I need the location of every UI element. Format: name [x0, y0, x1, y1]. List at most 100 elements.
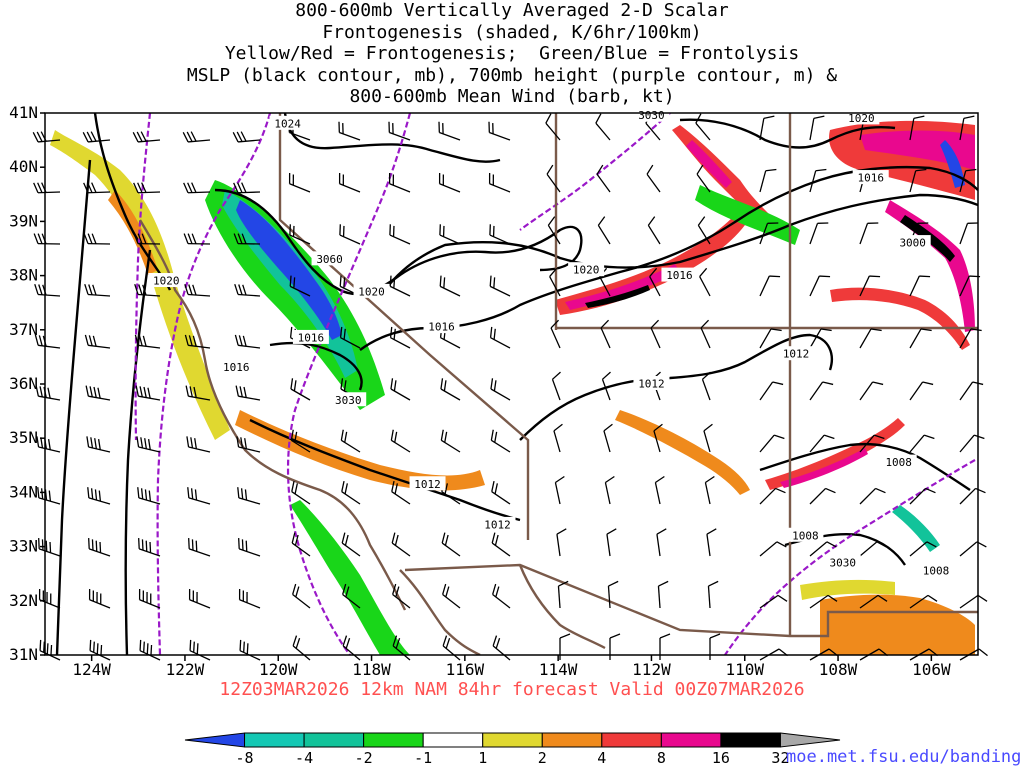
wind-barb [440, 378, 461, 401]
contour-label: 1020 [848, 112, 875, 125]
colorbar-label: 16 [712, 749, 730, 767]
wind-barb [291, 532, 311, 557]
wind-barb [488, 172, 511, 193]
contour-label-bg [311, 251, 348, 266]
wind-barb [859, 222, 879, 245]
wind-barb [606, 528, 617, 557]
wind-barb [701, 371, 711, 401]
wind-barb [554, 475, 565, 505]
wind-barb [597, 216, 611, 245]
wind-barb [341, 481, 361, 505]
wind-barb [759, 168, 777, 193]
contour-label: 1012 [783, 348, 810, 361]
wind-barb [234, 284, 261, 297]
wind-barb [292, 583, 311, 609]
wind-barb [553, 423, 563, 453]
wind-barb [339, 224, 361, 245]
wind-barb [134, 334, 161, 349]
wind-barb [441, 532, 461, 557]
y-tick-label: 37N [9, 320, 38, 339]
wind-barb [550, 319, 561, 349]
wind-barb [338, 172, 361, 193]
wind-barb [289, 275, 311, 297]
contour-label: 1008 [885, 456, 912, 469]
wind-barb [656, 528, 667, 557]
contour-label-bg [918, 562, 955, 577]
wind-barb [759, 541, 787, 557]
x-tick-label: 120W [259, 660, 298, 679]
wind-barb [959, 222, 979, 245]
shading-frontogenesis-east-band [885, 200, 975, 332]
wind-barb [389, 275, 411, 297]
wind-barb [182, 131, 211, 143]
contour-label: 3030 [638, 109, 665, 122]
wind-barb [33, 182, 61, 194]
plot-background [45, 113, 978, 655]
contour-label: 1008 [923, 564, 950, 577]
y-tick-label: 36N [9, 374, 38, 393]
wind-barb [547, 216, 561, 245]
wind-barb [859, 487, 886, 505]
wind-barb [491, 481, 511, 505]
shading-frontogenesis-utah [555, 215, 745, 315]
wind-barb [188, 588, 211, 609]
wind-barb [703, 423, 713, 453]
coastline-baja [399, 569, 481, 655]
x-tick-label: 116W [446, 660, 485, 679]
wind-barb [604, 475, 615, 505]
wind-barb [390, 429, 411, 453]
mslp-contour-coast [55, 159, 92, 655]
wind-barb [809, 434, 835, 453]
shading-frontogenesis-nm-core [780, 448, 868, 488]
mslp-contour-1020-west [93, 113, 172, 291]
wind-barb [289, 224, 311, 245]
wind-barb [706, 528, 717, 557]
wind-barb [959, 434, 985, 453]
x-tick-label: 112W [632, 660, 671, 679]
contour-label-bg [894, 235, 931, 250]
wind-barb [84, 334, 111, 349]
x-tick-label: 124W [72, 660, 111, 679]
map-title: 800-600mb Vertically Averaged 2-D Scalar… [0, 0, 1024, 108]
wind-barb [959, 594, 988, 609]
x-tick-label: 110W [725, 660, 764, 679]
colorbar-label: -4 [295, 749, 313, 767]
border-california-nevada [278, 113, 530, 540]
contour-label: 1012 [484, 518, 511, 531]
y-tick-label: 38N [9, 266, 38, 285]
shading-frontogenesis-southern-ca [235, 410, 485, 491]
wind-barb [233, 233, 261, 245]
wind-barb [959, 328, 982, 349]
wind-barb [85, 385, 111, 401]
contour-labels: 1024 1020 1020 1020 1020 1016 1016 1016 1016 1016… [148, 107, 955, 577]
colorbar-segment [363, 732, 424, 748]
wind-barb [392, 635, 411, 661]
wind-barb [859, 328, 882, 349]
wind-barb [549, 267, 561, 297]
wind-barb [138, 588, 161, 609]
colorbar-label: 32 [771, 749, 789, 767]
colorbar-label: 4 [597, 749, 606, 767]
wind-barb [235, 385, 261, 401]
contour-label-bg [292, 329, 329, 344]
contour-label: 1016 [298, 331, 325, 344]
title-line-3: Yellow/Red = Frontogenesis; Green/Blue =… [224, 43, 800, 64]
coastline-gulf [518, 564, 606, 650]
wind-barb [603, 423, 613, 453]
title-line-1: 800-600mb Vertically Averaged 2-D Scalar [295, 0, 729, 21]
colorbar-segment [303, 732, 365, 748]
title-line-5: 800-600mb Mean Wind (barb, kt) [349, 86, 675, 107]
mslp-contour-1016-sierra [269, 341, 363, 391]
wind-barb [490, 378, 511, 401]
shading-frontogenesis-coast [50, 130, 230, 440]
x-tick-label: 106W [912, 660, 951, 679]
shading-frontogenesis-arizona [615, 410, 750, 495]
x-tick-label: 114W [539, 660, 578, 679]
wind-barb [607, 580, 619, 609]
colorbar-segment [482, 732, 543, 748]
wind-barb [135, 385, 161, 401]
contour-label-bg [824, 554, 861, 569]
wind-barb [909, 541, 937, 557]
wind-barb [659, 633, 671, 660]
contour-label-bg [843, 110, 880, 125]
